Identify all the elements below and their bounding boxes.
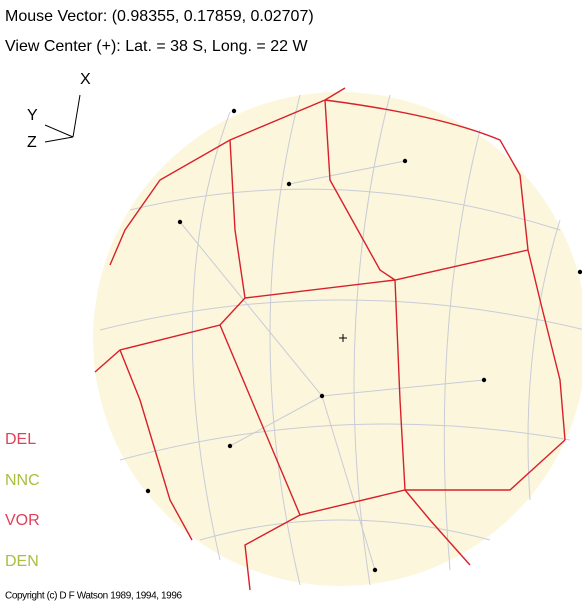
menu-del[interactable]: DEL — [5, 431, 36, 448]
axes-icon — [44, 94, 81, 143]
view-center: View Center (+): Lat. = 38 S, Long. = 22… — [5, 38, 308, 55]
axis-x: X — [80, 71, 91, 88]
axis-y: Y — [27, 107, 38, 124]
menu-den[interactable]: DEN — [5, 553, 39, 570]
sphere — [93, 92, 582, 586]
voronoi-edges — [94, 87, 566, 591]
view-center-marker — [339, 334, 347, 342]
copyright: Copyright (c) D F Watson 1989, 1994, 199… — [5, 591, 183, 602]
mouse-vector: Mouse Vector: (0.98355, 0.17859, 0.02707… — [5, 8, 314, 25]
data-points — [145, 108, 582, 573]
axis-z: Z — [27, 134, 37, 151]
menu-vor[interactable]: VOR — [5, 512, 40, 529]
menu-nnc[interactable]: NNC — [5, 472, 40, 489]
